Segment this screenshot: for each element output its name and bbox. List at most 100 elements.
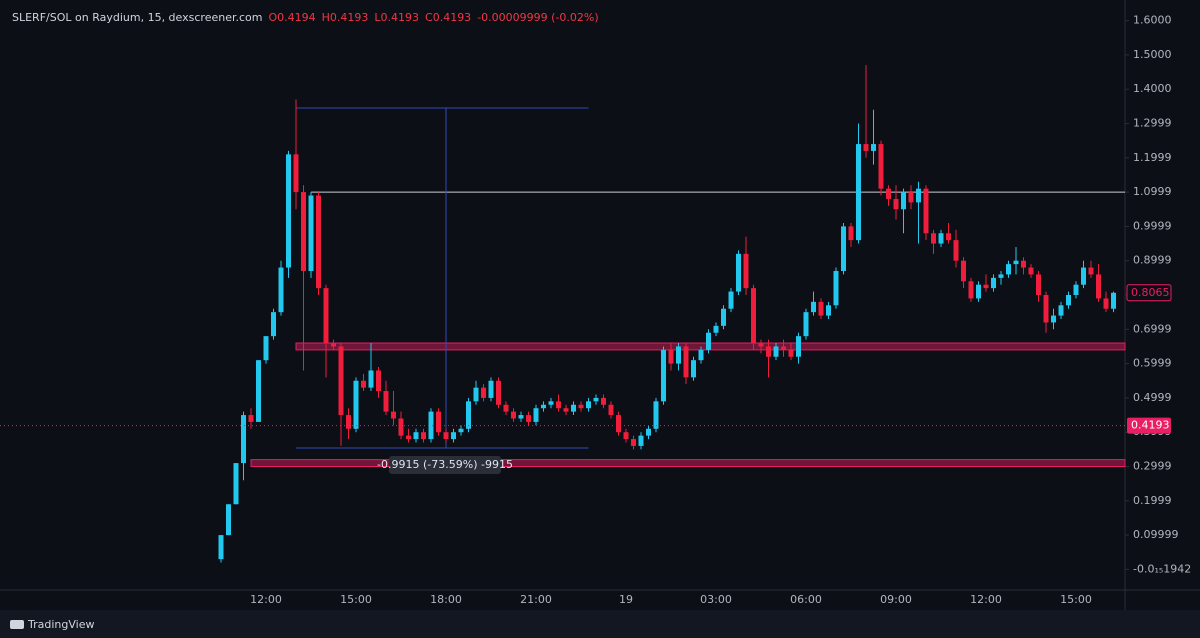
candle-body [1028, 267, 1034, 275]
header-field: L0.4193 [374, 11, 419, 24]
candle-body [263, 336, 269, 361]
candle-body [428, 411, 434, 440]
candle-body [353, 380, 359, 429]
candle-body [691, 360, 696, 378]
y-tick-label: 1.1999 [1133, 151, 1172, 164]
candle-body [601, 397, 606, 405]
candle-body [451, 432, 456, 440]
candle-body [511, 411, 516, 419]
candle-body [916, 188, 921, 203]
y-tick-label: 0.09999 [1133, 528, 1179, 541]
header-field: C0.4193 [425, 11, 471, 24]
candle-body [1096, 274, 1101, 299]
candle-body [436, 411, 441, 433]
candle-body [331, 343, 336, 347]
candle-body [608, 404, 614, 416]
candle-body [1088, 267, 1094, 275]
candle-body [1066, 295, 1071, 306]
candle-body [293, 154, 299, 193]
candle-body [323, 288, 329, 344]
candle-body [1036, 274, 1041, 295]
candle-body [623, 432, 629, 440]
candle-body [1081, 267, 1086, 285]
zone [250, 459, 1126, 468]
y-tick-label: 0.9999 [1133, 219, 1172, 232]
candle-body [376, 370, 381, 392]
marker-price-box [1126, 284, 1172, 302]
candle-body [706, 332, 711, 350]
candle-body [871, 144, 876, 151]
candle-body [1051, 315, 1056, 323]
candle-body [826, 305, 831, 316]
candle-body [713, 325, 719, 333]
y-tick-label: 0.5999 [1133, 357, 1172, 370]
x-tick-label: 12:00 [250, 593, 282, 606]
x-tick-label: 12:00 [970, 593, 1002, 606]
candle-body [218, 535, 224, 560]
measure-label-box [389, 455, 501, 474]
candle-body [676, 346, 681, 364]
candle-body [698, 349, 704, 361]
chart-title: SLERF/SOL on Raydium, 15, dexscreener.co… [12, 11, 262, 24]
candle-body [938, 233, 944, 244]
candle-body [578, 404, 584, 409]
candle-body [526, 415, 531, 422]
candle-body [503, 404, 509, 412]
candle-body [458, 428, 464, 433]
candle-body [391, 411, 396, 419]
candle-body [728, 291, 734, 309]
candle-body [781, 346, 786, 350]
candle-body [488, 380, 494, 398]
y-tick-label: 1.2999 [1133, 117, 1172, 130]
candle-body [991, 277, 996, 289]
candle-body [631, 439, 636, 446]
candle-body [953, 240, 959, 261]
candle-body [233, 463, 239, 505]
candle-body [751, 288, 756, 344]
candle-body [923, 188, 929, 234]
candle-body [1111, 292, 1116, 309]
candle-body [931, 233, 936, 244]
footer-brand: TradingView [27, 618, 94, 631]
candle-body [556, 401, 561, 409]
candle-body [886, 188, 891, 199]
candle-body [796, 336, 801, 357]
candle-body [481, 387, 486, 398]
candle-body [908, 192, 914, 203]
x-tick-label: 15:00 [340, 593, 372, 606]
candle-body [533, 408, 539, 422]
x-tick-label: 03:00 [700, 593, 732, 606]
candle-body [1006, 264, 1011, 275]
header-field: O0.4194 [268, 11, 315, 24]
candle-body [1021, 260, 1026, 268]
candle-body [893, 198, 899, 210]
candle-body [286, 154, 291, 268]
y-tick-label: 0.4999 [1133, 391, 1172, 404]
candle-body [256, 360, 261, 422]
x-tick-label: 18:00 [430, 593, 462, 606]
candle-body [518, 415, 524, 419]
candle-body [878, 144, 884, 189]
candle-body [1073, 284, 1079, 295]
candle-body [496, 380, 501, 405]
measure-label: -0.9915 (-73.59%) -9915 [377, 458, 513, 471]
y-tick-label: 0.8999 [1133, 254, 1172, 267]
candle-body [308, 195, 314, 271]
candle-body [571, 404, 576, 412]
last-price-label: 0.4193 [1131, 419, 1170, 432]
y-tick-label: 1.6000 [1133, 14, 1172, 27]
candle-body [563, 408, 569, 412]
candle-body [683, 346, 689, 378]
candle-body [593, 397, 599, 402]
candle-body [248, 415, 254, 422]
candle-body [773, 346, 779, 357]
candle-body [346, 415, 351, 429]
candle-body [766, 346, 771, 357]
candle-body [541, 404, 546, 409]
footer-bar [0, 610, 1200, 638]
header-field: H0.4193 [322, 11, 369, 24]
x-tick-label: 15:00 [1060, 593, 1092, 606]
y-tick-label: 0.2999 [1133, 460, 1172, 473]
candle-body [1103, 298, 1109, 309]
